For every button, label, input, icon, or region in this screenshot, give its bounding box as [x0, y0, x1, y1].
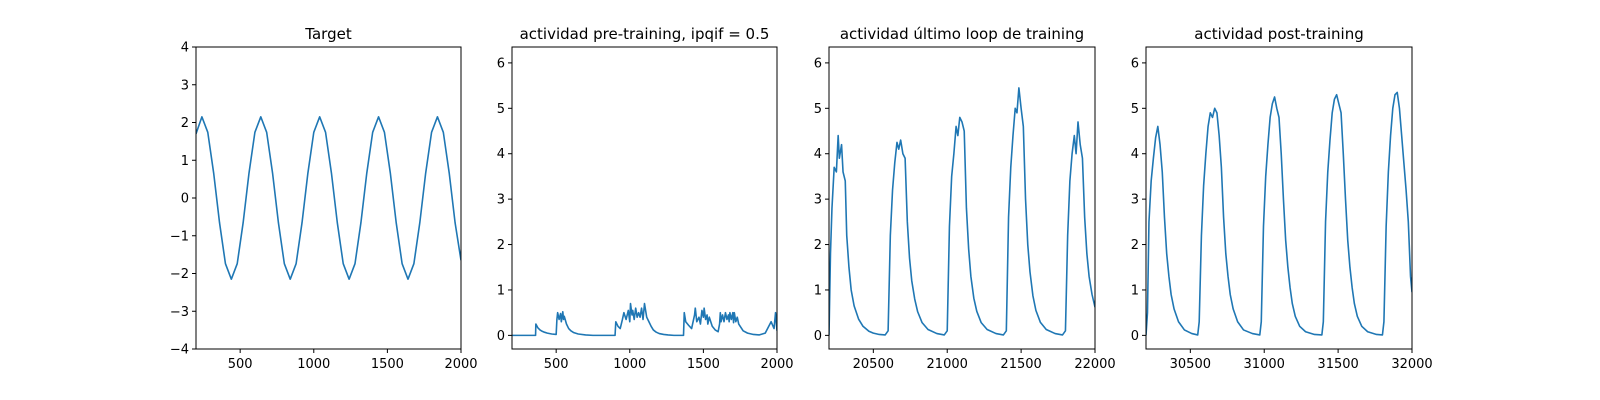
y-tick-label: 6: [497, 56, 505, 71]
x-tick-label: 22000: [1074, 357, 1115, 372]
x-tick-label: 1500: [371, 357, 404, 372]
subplot-last-training-loop: actividad último loop de training 20500 2…: [814, 25, 1116, 372]
x-tick-label: 500: [544, 357, 569, 372]
subplot-title: actividad último loop de training: [840, 25, 1084, 43]
series-line: [1146, 91, 1412, 336]
x-tick-label: 31500: [1317, 357, 1358, 372]
subplot-target: Target 500 1000 1500 2000 −4 −3 −2 −1 0 1 2 3 4: [170, 25, 478, 372]
subplot-title: actividad pre-training, ipqif = 0.5: [520, 25, 770, 43]
y-tick-label: 4: [814, 147, 822, 162]
x-tick-label: 2000: [760, 357, 793, 372]
y-tick-label: 5: [814, 102, 822, 117]
series-line: [512, 302, 777, 337]
y-tick-label: 0: [814, 329, 822, 344]
x-tick-label: 21000: [927, 357, 968, 372]
y-tick-label: −1: [170, 229, 189, 244]
y-tick-label: 2: [1131, 238, 1139, 253]
y-tick-label: 3: [497, 193, 505, 208]
y-tick-label: 5: [497, 102, 505, 117]
y-tick-label: 4: [181, 41, 189, 56]
y-tick-label: 6: [1131, 56, 1139, 71]
y-tick-label: 4: [1131, 147, 1139, 162]
y-tick-label: 5: [1131, 102, 1139, 117]
subplot-post-training: actividad post-training 30500 31000 31500 3…: [1131, 25, 1433, 372]
subplot-pre-training: actividad pre-training, ipqif = 0.5 500 1…: [497, 25, 794, 372]
y-tick-label: −3: [170, 305, 189, 320]
axes-frame: [511, 46, 778, 350]
y-tick-label: 0: [497, 329, 505, 344]
y-tick-label: 1: [814, 283, 822, 298]
x-tick-label: 1500: [687, 357, 720, 372]
y-tick-label: 2: [814, 238, 822, 253]
x-tick-label: 20500: [853, 357, 894, 372]
axes-frame: [1145, 46, 1413, 350]
y-tick-label: 1: [497, 283, 505, 298]
y-tick-label: 1: [1131, 283, 1139, 298]
y-tick-label: 3: [814, 193, 822, 208]
y-tick-label: −2: [170, 267, 189, 282]
y-tick-label: 0: [181, 192, 189, 207]
series-line: [196, 116, 461, 280]
subplot-title: actividad post-training: [1194, 25, 1363, 43]
y-tick-label: 3: [1131, 193, 1139, 208]
y-tick-label: −4: [170, 343, 189, 358]
axes-frame: [828, 46, 1096, 350]
y-tick-label: 4: [497, 147, 505, 162]
x-tick-label: 2000: [444, 357, 477, 372]
y-tick-label: 3: [181, 78, 189, 93]
y-tick-label: 6: [814, 56, 822, 71]
x-tick-label: 32000: [1391, 357, 1432, 372]
y-tick-label: 1: [181, 154, 189, 169]
y-tick-label: 2: [181, 116, 189, 131]
x-tick-label: 31000: [1244, 357, 1285, 372]
x-tick-label: 30500: [1170, 357, 1211, 372]
x-tick-label: 1000: [297, 357, 330, 372]
series-line: [829, 87, 1095, 336]
x-tick-label: 500: [228, 357, 253, 372]
x-tick-label: 21500: [1000, 357, 1041, 372]
subplot-title: Target: [304, 25, 352, 43]
x-tick-label: 1000: [613, 357, 646, 372]
y-tick-label: 2: [497, 238, 505, 253]
y-tick-label: 0: [1131, 329, 1139, 344]
